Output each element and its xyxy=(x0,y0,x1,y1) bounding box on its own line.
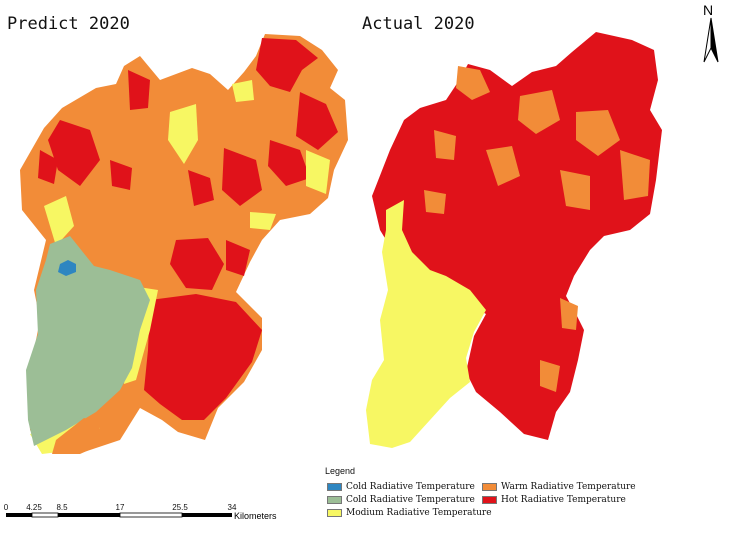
legend-swatch xyxy=(327,483,342,491)
predict-cold-green-region xyxy=(26,236,150,446)
legend-item-warm: Warm Radiative Temperature xyxy=(482,482,636,492)
legend-item-label: Cold Radiative Temperature xyxy=(346,482,475,492)
scale-tick-label: 34 xyxy=(227,503,237,512)
legend-swatch xyxy=(327,509,342,517)
actual-warm-regions xyxy=(424,66,650,392)
scale-tick-label: 25.5 xyxy=(172,503,188,512)
legend-item-label: Cold Radiative Temperature xyxy=(346,495,475,505)
predict-warm-bottom xyxy=(52,418,100,454)
scale-tick-label: 4.25 xyxy=(26,503,42,512)
scale-bar-graphic xyxy=(6,512,232,518)
legend-item-medium: Modium Radiative Temperature xyxy=(327,508,492,518)
predict-map-title: Predict 2020 xyxy=(7,14,130,34)
legend: Legend Cold Radiative Temperature Cold R… xyxy=(322,466,642,526)
predict-hot-regions xyxy=(38,38,338,420)
scale-unit-label: Kilometers xyxy=(234,511,277,521)
legend-item-cold-blue: Cold Radiative Temperature xyxy=(327,482,475,492)
legend-item-label: Warm Radiative Temperature xyxy=(501,482,636,492)
actual-map xyxy=(366,32,662,448)
predict-cold-blue-lake xyxy=(58,260,76,276)
actual-medium-region xyxy=(366,200,486,448)
legend-title: Legend xyxy=(325,466,356,476)
north-arrow-label: N xyxy=(703,2,714,18)
legend-item-label: Modium Radiative Temperature xyxy=(346,508,492,518)
scale-tick-label: 0 xyxy=(3,503,9,512)
legend-item-label: Hot Radiative Temperature xyxy=(501,495,626,505)
north-arrow-icon xyxy=(703,17,719,63)
actual-map-title: Actual 2020 xyxy=(362,14,475,34)
scale-tick-label: 17 xyxy=(115,503,125,512)
scale-tick-label: 8.5 xyxy=(56,503,68,512)
legend-swatch xyxy=(327,496,342,504)
legend-swatch xyxy=(482,496,497,504)
predict-map xyxy=(20,34,348,454)
legend-item-hot: Hot Radiative Temperature xyxy=(482,495,626,505)
scale-bar: 0 4.25 8.5 17 25.5 34 Kilometers xyxy=(4,503,294,527)
legend-item-cold-green: Cold Radiative Temperature xyxy=(327,495,475,505)
legend-swatch xyxy=(482,483,497,491)
